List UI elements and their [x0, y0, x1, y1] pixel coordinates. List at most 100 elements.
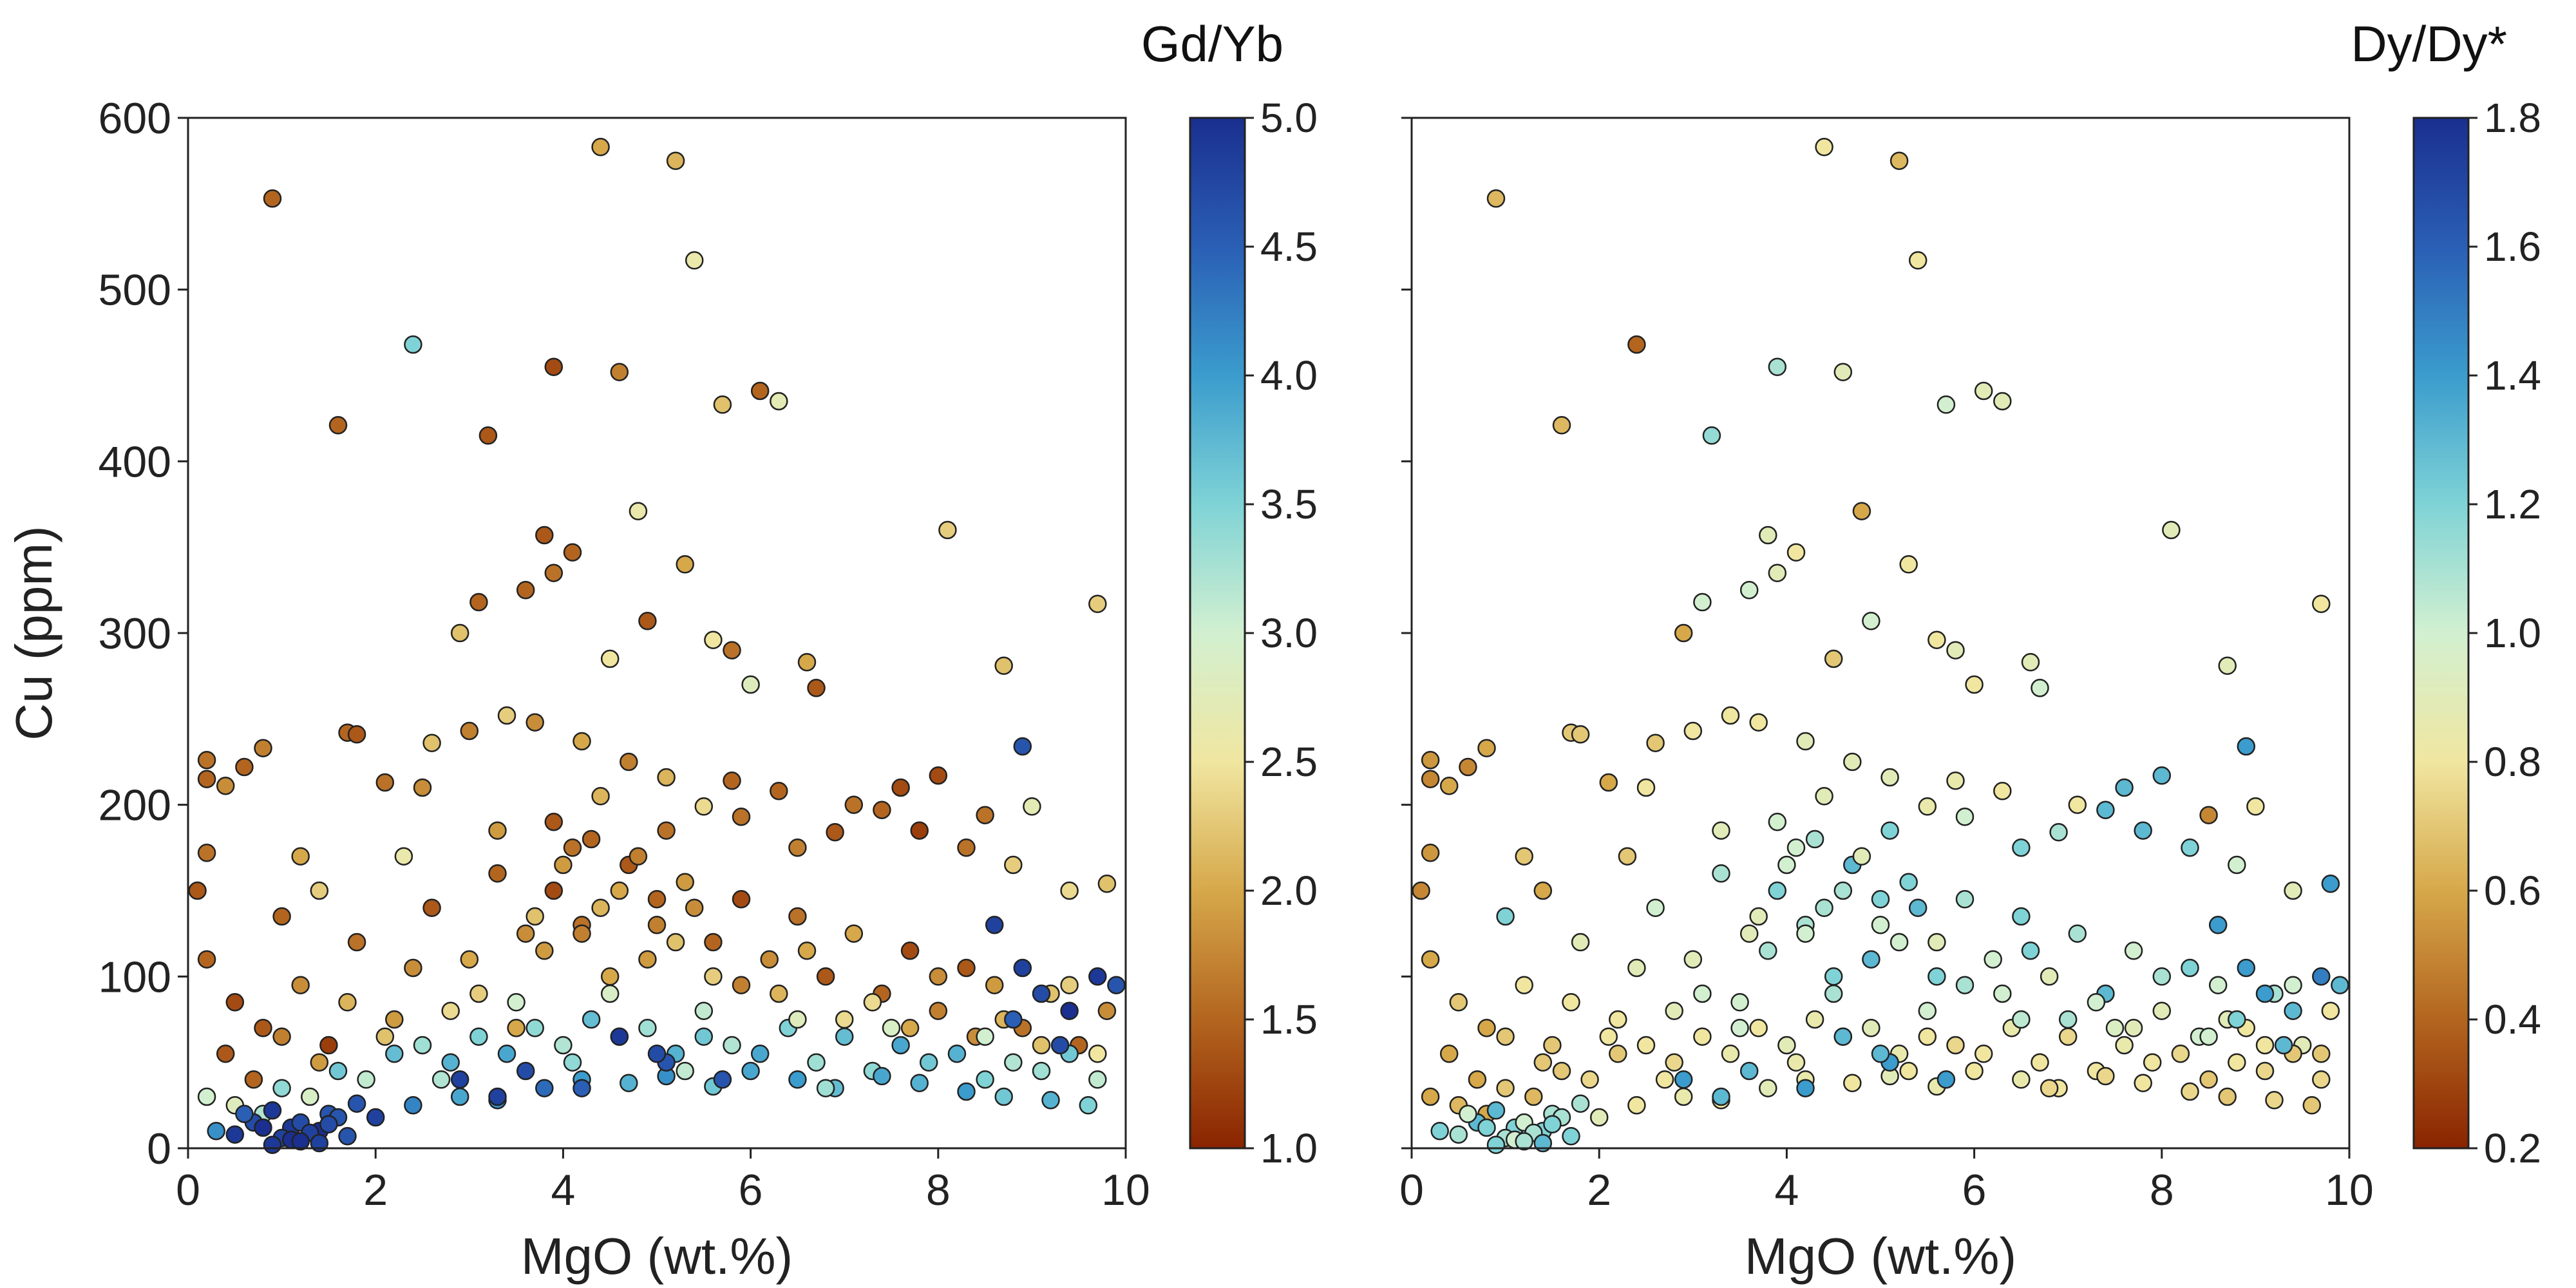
scatter-point	[2031, 1053, 2049, 1072]
scatter-point	[1665, 1001, 1683, 1020]
scatter-point	[1955, 890, 1975, 909]
scatter-point	[422, 898, 441, 917]
scatter-point	[1004, 855, 1023, 875]
scatter-point	[2199, 806, 2218, 824]
scatter-point	[254, 1019, 272, 1037]
scatter-point	[2312, 1070, 2331, 1089]
scatter-point	[1786, 838, 1806, 857]
scatter-point	[1852, 847, 1871, 866]
scatter-point	[882, 1019, 901, 1037]
scatter-point	[2068, 795, 2087, 814]
scatter-point	[404, 335, 422, 354]
scatter-point	[1088, 1070, 1107, 1089]
scatter-point	[638, 612, 657, 630]
scatter-point	[676, 1061, 694, 1081]
scatter-point	[620, 752, 638, 772]
scatter-point	[1862, 1019, 1880, 1037]
scatter-point	[2162, 520, 2181, 540]
scatter-point	[1805, 829, 1824, 849]
scatter-point	[704, 630, 723, 649]
scatter-point	[2012, 1010, 2031, 1029]
scatter-point	[1486, 1101, 1506, 1120]
scatter-point	[1824, 967, 1843, 986]
scatter-point	[1477, 1019, 1496, 1037]
scatter-point	[563, 1053, 582, 1072]
scatter-point	[1880, 821, 1899, 840]
scatter-point	[1524, 1087, 1543, 1106]
colorbar-tick-label: 0.4	[2484, 996, 2541, 1043]
scatter-point	[638, 1019, 657, 1037]
scatter-point	[788, 1070, 807, 1089]
colorbar-tick-label: 1.5	[1260, 996, 1318, 1043]
scatter-point	[1609, 1045, 1627, 1063]
scatter-point	[1060, 976, 1079, 994]
scatter-point	[1712, 864, 1730, 883]
scatter-point	[347, 1094, 366, 1113]
scatter-point	[2049, 823, 2068, 842]
scatter-point	[1889, 933, 1909, 952]
scatter-point	[1796, 732, 1815, 751]
y-tick-label: 400	[99, 437, 171, 486]
scatter-point	[573, 924, 591, 943]
scatter-point	[431, 1070, 451, 1089]
scatter-point	[1674, 1087, 1693, 1106]
scatter-point	[2040, 967, 2059, 986]
scatter-point	[2228, 1010, 2246, 1029]
scatter-point	[272, 907, 291, 926]
scatter-point	[1871, 916, 1890, 934]
scatter-markers	[188, 138, 1126, 1154]
plot-frame	[187, 117, 1127, 1150]
scatter-point	[263, 1135, 282, 1154]
scatter-point	[413, 1036, 432, 1055]
scatter-point	[938, 520, 957, 540]
scatter-point	[1768, 564, 1787, 582]
scatter-point	[1759, 1079, 1777, 1097]
scatter-point	[582, 1010, 601, 1029]
scatter-point	[1599, 773, 1618, 792]
scatter-point	[197, 1087, 216, 1106]
scatter-point	[1041, 1091, 1060, 1110]
scatter-point	[910, 821, 929, 840]
colorbar-tick-label: 0.8	[2484, 739, 2541, 785]
scatter-point	[600, 967, 620, 986]
colorbar-tick-label: 1.0	[2484, 610, 2541, 656]
scatter-point	[216, 1045, 235, 1063]
scatter-point	[535, 942, 554, 960]
scatter-point	[610, 1027, 629, 1046]
scatter-point	[366, 1108, 385, 1127]
scatter-point	[2152, 766, 2172, 785]
scatter-point	[1477, 1118, 1496, 1137]
scatter-point	[404, 958, 422, 978]
scatter-point	[985, 976, 1004, 994]
scatter-point	[1693, 592, 1712, 612]
scatter-point	[657, 768, 676, 787]
x-tick-label: 4	[551, 1166, 575, 1215]
scatter-point	[1496, 907, 1515, 926]
scatter-point	[610, 881, 629, 900]
scatter-point	[1730, 993, 1749, 1012]
x-tick-label: 6	[1962, 1166, 1987, 1215]
scatter-point	[404, 1096, 422, 1115]
scatter-point	[1552, 1061, 1571, 1081]
colorbar-tick-label: 1.4	[2484, 352, 2541, 399]
scatter-point	[1721, 706, 1740, 725]
scatter-point	[957, 958, 976, 978]
scatter-point	[1889, 151, 1909, 170]
scatter-point	[2228, 1053, 2246, 1072]
scatter-point	[1965, 1061, 1984, 1081]
axis-ticks: 0 2 4 6 8 10	[1399, 117, 2374, 1215]
scatter-point	[732, 808, 751, 826]
scatter-point	[2181, 958, 2199, 978]
colorbar-tick-label: 0.2	[2484, 1125, 2541, 1171]
scatter-point	[929, 766, 948, 785]
scatter-point	[770, 984, 788, 1003]
scatter-point	[554, 855, 573, 875]
scatter-point	[2312, 1045, 2331, 1063]
colorbar-tick-label: 2.0	[1260, 867, 1318, 914]
scatter-point	[732, 890, 751, 909]
scatter-point	[788, 1010, 807, 1029]
scatter-point	[460, 950, 479, 969]
scatter-point	[1965, 675, 1984, 694]
x-axis-label: MgO (wt.%)	[1745, 1227, 2016, 1285]
